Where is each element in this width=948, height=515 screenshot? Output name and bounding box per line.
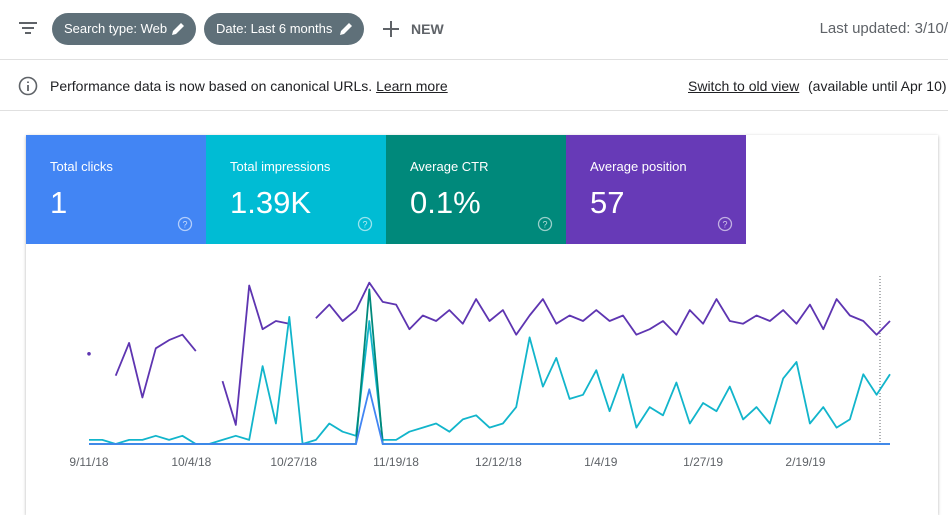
learn-more-link[interactable]: Learn more	[376, 78, 448, 94]
page: Search type: Web Date: Last 6 months NEW…	[0, 0, 948, 469]
metric-value: 1.39K	[230, 185, 312, 220]
series-line	[315, 281, 891, 336]
help-icon[interactable]: ?	[357, 216, 373, 232]
metric-label: Average position	[590, 159, 687, 174]
svg-text:?: ?	[542, 220, 547, 230]
notice-message: Performance data is now based on canonic…	[50, 78, 373, 94]
x-tick-label: 9/11/18	[69, 455, 108, 469]
x-tick-label: 12/12/18	[475, 455, 522, 469]
x-tick-label: 1/4/19	[584, 455, 618, 469]
help-icon[interactable]: ?	[177, 216, 193, 232]
metric-value: 57	[590, 185, 625, 220]
toolbar: Search type: Web Date: Last 6 months NEW…	[0, 0, 948, 60]
metric-tile[interactable]: Total impressions 1.39K?	[206, 135, 386, 244]
info-icon	[18, 76, 38, 96]
chip[interactable]: Date: Last 6 months	[204, 13, 364, 45]
chart: 9/11/18 10/4/18 10/27/18 11/19/18 12/12/18 1/…	[69, 276, 891, 469]
metric-tile[interactable]: Average CTR 0.1%?	[386, 135, 566, 244]
series-line	[89, 388, 890, 445]
series-line	[89, 316, 891, 445]
metric-value: 1	[50, 185, 68, 220]
svg-text:?: ?	[182, 220, 187, 230]
x-tick-label: 1/27/19	[683, 455, 723, 469]
metric-label: Total clicks	[50, 159, 113, 174]
switch-link[interactable]: Switch to old view	[688, 78, 800, 94]
available-note: (available until Apr 10)	[808, 78, 947, 94]
metric-tile[interactable]: Average position 57?	[566, 135, 746, 244]
last-updated: Last updated: 3/10/	[819, 20, 948, 37]
new-button[interactable]: NEW	[411, 21, 444, 37]
plus-icon[interactable]	[383, 21, 399, 37]
x-tick-label: 10/27/18	[270, 455, 317, 469]
metric-tile[interactable]: Total clicks 1?	[26, 135, 206, 244]
chip-label: Date: Last 6 months	[216, 21, 333, 36]
series-line	[221, 284, 290, 426]
filter-icon[interactable]	[18, 20, 38, 36]
x-tick-label: 11/19/18	[373, 455, 419, 469]
metric-label: Average CTR	[410, 159, 489, 174]
data-point	[87, 352, 91, 356]
chip[interactable]: Search type: Web	[52, 13, 196, 45]
help-icon[interactable]: ?	[537, 216, 553, 232]
notice-bar: Performance data is now based on canonic…	[0, 61, 948, 111]
x-tick-label: 2/19/19	[785, 455, 825, 469]
series-line	[114, 333, 197, 399]
notice-text: Performance data is now based on canonic…	[50, 78, 448, 94]
metric-label: Total impressions	[230, 159, 331, 174]
edit-icon	[340, 23, 352, 35]
x-tick-label: 10/4/18	[171, 455, 211, 469]
edit-icon	[172, 23, 184, 35]
svg-text:?: ?	[722, 220, 727, 230]
svg-text:?: ?	[362, 220, 367, 230]
help-icon[interactable]: ?	[717, 216, 733, 232]
chip-label: Search type: Web	[64, 21, 168, 36]
metric-value: 0.1%	[410, 185, 481, 220]
